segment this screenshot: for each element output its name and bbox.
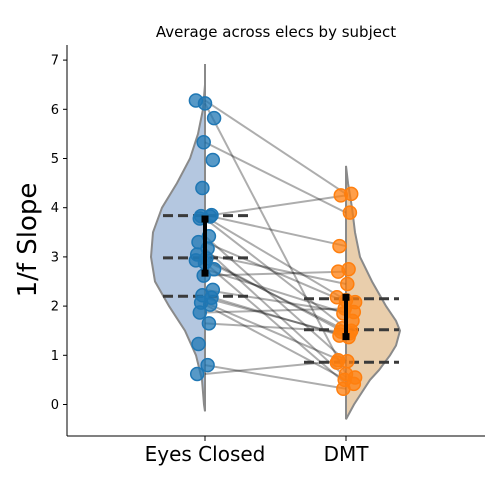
y-ticks: 0 1 2 3 4 5 6 7 — [51, 54, 67, 413]
y-tick-label: 0 — [51, 398, 59, 413]
pair-line — [204, 215, 347, 302]
data-point — [206, 110, 222, 126]
y-tick-label: 3 — [51, 250, 59, 265]
y-tick-label: 5 — [51, 152, 59, 167]
data-point — [205, 152, 221, 168]
error-bar-cap — [201, 215, 209, 223]
pair-line — [204, 247, 347, 379]
data-point — [201, 316, 217, 331]
pair-line — [204, 307, 347, 314]
data-point — [189, 366, 205, 382]
data-point — [191, 336, 206, 352]
error-bar-cap — [342, 293, 350, 301]
error-bar-cap — [201, 269, 209, 277]
data-point — [192, 305, 208, 320]
error-bars — [201, 215, 350, 341]
y-tick-label: 6 — [51, 103, 59, 118]
x-tick-label: DMT — [324, 442, 370, 466]
violin-dmt — [345, 165, 402, 420]
pair-line — [204, 257, 347, 335]
x-tick-label: Eyes Closed — [145, 442, 266, 466]
pair-line — [204, 270, 347, 277]
axes — [66, 45, 485, 437]
x-ticks: Eyes Closed DMT — [145, 436, 370, 466]
data-point — [197, 96, 213, 111]
data-point — [202, 297, 218, 312]
y-tick-label: 1 — [51, 349, 59, 364]
pair-line — [204, 194, 347, 218]
data-point — [342, 205, 358, 220]
pair-line — [204, 301, 347, 364]
pair-line — [204, 241, 347, 304]
pair-line — [204, 217, 347, 330]
pair-line — [204, 262, 347, 385]
data-point — [340, 276, 355, 292]
pair-line — [204, 303, 347, 381]
pair-line — [204, 364, 347, 390]
data-point — [333, 188, 349, 203]
data-point — [196, 135, 211, 150]
chart-title: Average across elecs by subject — [156, 23, 396, 41]
y-axis-label: 1/f Slope — [13, 183, 43, 298]
pair-line — [204, 259, 347, 332]
data-point — [200, 357, 215, 373]
pair-line — [204, 99, 347, 195]
data-point — [329, 355, 345, 370]
error-bar-cap — [342, 333, 350, 341]
pair-line — [204, 214, 347, 248]
pair-line — [204, 268, 347, 315]
pair-line — [204, 288, 347, 313]
y-tick-label: 4 — [51, 201, 59, 216]
data-point — [195, 180, 210, 196]
pair-lines — [204, 99, 347, 390]
violins — [149, 64, 402, 420]
data-point — [330, 264, 346, 279]
data-point — [332, 238, 347, 254]
violin-eyes-closed — [149, 64, 206, 412]
data-point — [206, 261, 222, 277]
data-point — [336, 381, 351, 397]
y-tick-label: 2 — [51, 300, 59, 315]
y-tick-label: 7 — [51, 54, 59, 69]
pair-line — [204, 141, 347, 214]
